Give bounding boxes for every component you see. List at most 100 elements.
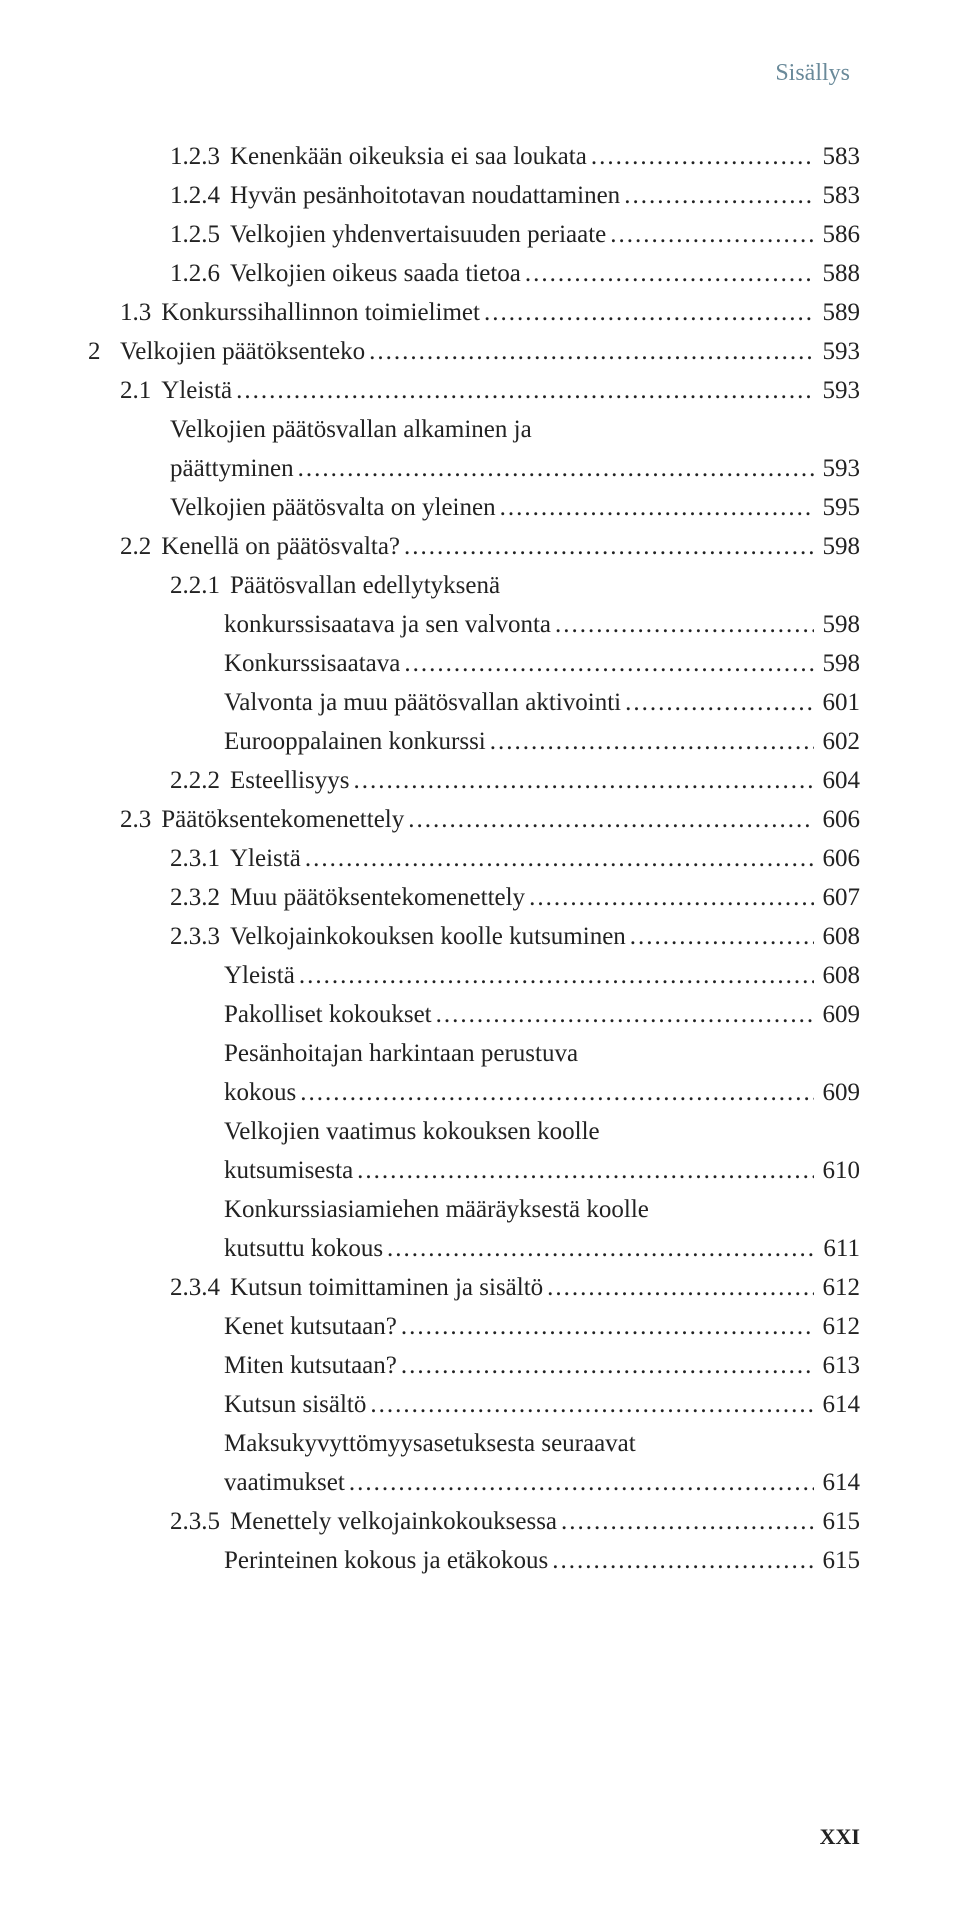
toc-entry: 1.2.4Hyvän pesänhoitotavan noudattaminen…: [120, 176, 860, 215]
entry-label: Pesänhoitajan harkintaan perustuva: [224, 1034, 578, 1073]
entry-page: 583: [814, 137, 860, 176]
entry-page: 601: [814, 683, 860, 722]
entry-label: Yleistä: [220, 839, 301, 878]
toc-entry: 2.3.4Kutsun toimittaminen ja sisältö....…: [120, 1268, 860, 1307]
dot-leader: ........................................…: [397, 1307, 814, 1346]
entry-page: 614: [814, 1463, 860, 1502]
toc-entry: kutsumisesta............................…: [120, 1151, 860, 1190]
dot-leader: ........................................…: [301, 839, 814, 878]
entry-number: 2.3.3: [170, 917, 220, 956]
toc-entry: 1.3Konkurssihallinnon toimielimet.......…: [120, 293, 860, 332]
toc-entry: Eurooppalainen konkurssi................…: [120, 722, 860, 761]
entry-label: Päätöksentekomenettely: [151, 800, 404, 839]
toc-entry: kokous..................................…: [120, 1073, 860, 1112]
entry-label: Kutsun sisältö: [224, 1385, 366, 1424]
dot-leader: ........................................…: [400, 644, 814, 683]
entry-label: Velkojien päätösvalta on yleinen: [170, 488, 496, 527]
dot-leader: ........................................…: [620, 176, 814, 215]
entry-page: 583: [814, 176, 860, 215]
entry-number: 2.3: [120, 800, 151, 839]
entry-label: kutsuttu kokous: [224, 1229, 383, 1268]
entry-page: 598: [814, 644, 860, 683]
toc-entry: Yleistä.................................…: [120, 956, 860, 995]
toc-entry: Pesänhoitajan harkintaan perustuva: [120, 1034, 860, 1073]
entry-page: 606: [814, 800, 860, 839]
toc-entry: Valvonta ja muu päätösvallan aktivointi.…: [120, 683, 860, 722]
toc-entry: Konkurssisaatava........................…: [120, 644, 860, 683]
dot-leader: ........................................…: [543, 1268, 814, 1307]
entry-page: 609: [814, 995, 860, 1034]
entry-page: 613: [814, 1346, 860, 1385]
entry-page: 602: [814, 722, 860, 761]
dot-leader: ........................................…: [404, 800, 814, 839]
entry-label: Velkojien vaatimus kokouksen koolle: [224, 1112, 600, 1151]
entry-page: 598: [814, 527, 860, 566]
entry-page: 593: [814, 449, 860, 488]
entry-page: 612: [814, 1268, 860, 1307]
dot-leader: ........................................…: [232, 371, 814, 410]
dot-leader: ........................................…: [480, 293, 814, 332]
toc-entry: Maksukyvyttömyysasetuksesta seuraavat: [120, 1424, 860, 1463]
entry-label: Kutsun toimittaminen ja sisältö: [220, 1268, 543, 1307]
entry-page: 588: [814, 254, 860, 293]
dot-leader: ........................................…: [521, 254, 814, 293]
entry-number: 1.2.3: [170, 137, 220, 176]
entry-label: Muu päätöksentekomenettely: [220, 878, 525, 917]
entry-label: Menettely velkojainkokouksessa: [220, 1502, 557, 1541]
page-number-footer: XXI: [820, 1824, 860, 1850]
chapter-number: 2: [88, 332, 101, 371]
dot-leader: ........................................…: [294, 449, 814, 488]
dot-leader: ........................................…: [345, 1463, 814, 1502]
dot-leader: ........................................…: [548, 1541, 814, 1580]
entry-page: 604: [814, 761, 860, 800]
toc-entry: 2.1Yleistä..............................…: [120, 371, 860, 410]
entry-label: Esteellisyys: [220, 761, 349, 800]
toc-entry: 2.3.3Velkojainkokouksen koolle kutsumine…: [120, 917, 860, 956]
entry-number: 1.2.6: [170, 254, 220, 293]
toc-entry: 2Velkojien päätöksenteko................…: [120, 332, 860, 371]
entry-label: Konkurssisaatava: [224, 644, 400, 683]
dot-leader: ........................................…: [349, 761, 814, 800]
entry-page: 608: [814, 956, 860, 995]
entry-number: 2.2.1: [170, 566, 220, 605]
entry-page: 608: [814, 917, 860, 956]
toc-entry: Perinteinen kokous ja etäkokous.........…: [120, 1541, 860, 1580]
toc-entry: Kenet kutsutaan?........................…: [120, 1307, 860, 1346]
dot-leader: ........................................…: [296, 1073, 814, 1112]
entry-number: 1.2.4: [170, 176, 220, 215]
dot-leader: ........................................…: [621, 683, 814, 722]
dot-leader: ........................................…: [486, 722, 814, 761]
table-of-contents: 1.2.3Kenenkään oikeuksia ei saa loukata.…: [120, 137, 860, 1580]
entry-label: Valvonta ja muu päätösvallan aktivointi: [224, 683, 621, 722]
entry-page: 614: [814, 1385, 860, 1424]
toc-entry: 2.3.5Menettely velkojainkokouksessa.....…: [120, 1502, 860, 1541]
entry-number: 2.2.2: [170, 761, 220, 800]
entry-page: 612: [814, 1307, 860, 1346]
dot-leader: ........................................…: [551, 605, 814, 644]
entry-page: 610: [814, 1151, 860, 1190]
entry-label: Hyvän pesänhoitotavan noudattaminen: [220, 176, 620, 215]
toc-entry: konkurssisaatava ja sen valvonta........…: [120, 605, 860, 644]
entry-page: 589: [814, 293, 860, 332]
dot-leader: ........................................…: [432, 995, 814, 1034]
entry-number: 2.3.4: [170, 1268, 220, 1307]
toc-entry: Kutsun sisältö..........................…: [120, 1385, 860, 1424]
entry-label: Velkojien päätösvallan alkaminen ja: [170, 410, 532, 449]
toc-entry: päättyminen.............................…: [120, 449, 860, 488]
dot-leader: ........................................…: [557, 1502, 814, 1541]
entry-number: 2.3.2: [170, 878, 220, 917]
toc-entry: 2.2.1Päätösvallan edellytyksenä: [120, 566, 860, 605]
toc-entry: Velkojien vaatimus kokouksen koolle: [120, 1112, 860, 1151]
entry-label: Perinteinen kokous ja etäkokous: [224, 1541, 548, 1580]
entry-page: 615: [814, 1502, 860, 1541]
dot-leader: ........................................…: [383, 1229, 814, 1268]
dot-leader: ........................................…: [366, 1385, 814, 1424]
entry-number: 1.3: [120, 293, 151, 332]
entry-label: päättyminen: [170, 449, 294, 488]
dot-leader: ........................................…: [365, 332, 814, 371]
entry-label: Konkurssihallinnon toimielimet: [151, 293, 480, 332]
toc-entry: vaatimukset.............................…: [120, 1463, 860, 1502]
toc-entry: 2.2.2Esteellisyys.......................…: [120, 761, 860, 800]
entry-number: 2.3.1: [170, 839, 220, 878]
toc-entry: Miten kutsutaan?........................…: [120, 1346, 860, 1385]
